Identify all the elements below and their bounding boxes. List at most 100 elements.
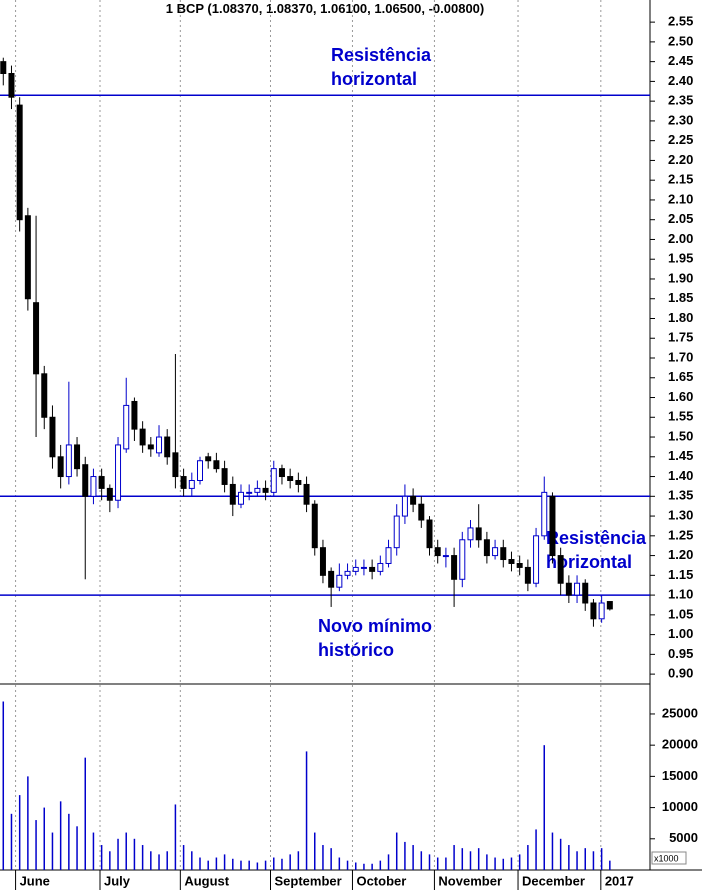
candle-body: [188, 479, 195, 489]
candle-body: [467, 527, 474, 541]
candle-body: [319, 547, 326, 576]
candle-body: [344, 570, 351, 576]
candle-body: [57, 456, 64, 478]
candle-body: [393, 515, 400, 549]
annotation: Novo mínimo: [318, 616, 432, 636]
volume-unit: x1000: [654, 853, 679, 863]
candle-body: [262, 487, 269, 493]
y-tick-label: 2.45: [668, 53, 693, 68]
y-tick-label: 1.95: [668, 251, 693, 266]
candle-body: [303, 483, 310, 505]
candle-body: [41, 373, 48, 418]
candle-body: [147, 444, 154, 450]
y-tick-label: 1.55: [668, 409, 693, 424]
y-tick-label: 2.55: [668, 14, 693, 29]
y-tick-label: 1.80: [668, 310, 693, 325]
candle-body: [385, 547, 392, 564]
candle-body: [49, 416, 56, 458]
candle-body: [156, 436, 163, 454]
candle-body: [278, 468, 285, 478]
y-tick-label: 1.90: [668, 270, 693, 285]
y-tick-label: 1.45: [668, 448, 693, 463]
candle-body: [377, 562, 384, 572]
candle-body: [123, 404, 130, 450]
candle-body: [516, 562, 523, 568]
annotation: horizontal: [331, 69, 417, 89]
candle-body: [508, 559, 515, 564]
y-tick-label: 1.75: [668, 330, 693, 345]
candle-body: [500, 547, 507, 561]
y2-tick-label: 5000: [669, 830, 698, 845]
candle-body: [598, 602, 605, 620]
y2-tick-label: 10000: [662, 799, 698, 814]
y-tick-label: 2.10: [668, 191, 693, 206]
y-tick-label: 1.35: [668, 488, 693, 503]
candle-body: [197, 460, 203, 481]
candle-body: [311, 503, 318, 549]
y-tick-label: 1.65: [668, 369, 693, 384]
candle-body: [65, 444, 72, 478]
candle-body: [369, 566, 376, 572]
candle-body: [434, 547, 441, 557]
annotation: Resistência: [331, 45, 432, 65]
candle-body: [524, 566, 531, 584]
candle-body: [606, 601, 613, 610]
y-tick-label: 0.95: [668, 646, 693, 661]
y-tick-label: 1.25: [668, 527, 693, 542]
annotation: Resistência: [546, 528, 647, 548]
y-tick-label: 1.40: [668, 468, 693, 483]
y-tick-label: 0.90: [668, 666, 693, 681]
unit-box: [651, 851, 687, 865]
y-tick-label: 1.00: [668, 626, 693, 641]
y-tick-label: 2.25: [668, 132, 693, 147]
candle-body: [0, 61, 7, 74]
candle-body: [33, 302, 40, 375]
y2-tick-label: 20000: [662, 737, 698, 752]
x-tick-label: June: [20, 873, 50, 888]
y-tick-label: 1.85: [668, 290, 693, 305]
y-tick-label: 2.50: [668, 33, 693, 48]
y-tick-label: 1.05: [668, 606, 693, 621]
y-tick-label: 2.40: [668, 73, 693, 88]
candle-body: [106, 487, 113, 501]
candle-body: [139, 428, 146, 446]
candle-body: [16, 104, 23, 221]
candle-body: [164, 436, 171, 458]
candle-body: [8, 72, 15, 98]
x-tick-label: July: [104, 873, 131, 888]
candle-body: [221, 468, 228, 485]
candle-body: [237, 491, 244, 505]
candle-body: [410, 495, 417, 505]
candle-body: [90, 476, 97, 497]
y-tick-label: 2.30: [668, 112, 693, 127]
candle-body: [74, 444, 81, 470]
annotation: horizontal: [546, 552, 632, 572]
candle-body: [270, 468, 277, 493]
candle-body: [418, 503, 425, 521]
candle-body: [287, 476, 294, 481]
y-tick-label: 2.05: [668, 211, 693, 226]
y-tick-label: 1.10: [668, 587, 693, 602]
y-tick-label: 2.00: [668, 231, 693, 246]
candle-body: [172, 452, 179, 478]
candle-body: [115, 444, 122, 501]
candle-body: [533, 535, 540, 584]
y-tick-label: 1.15: [668, 567, 693, 582]
x-tick-label: November: [438, 873, 502, 888]
candle-body: [98, 476, 105, 489]
candle-body: [590, 602, 597, 620]
candle-body: [565, 582, 572, 596]
y-tick-label: 1.30: [668, 507, 693, 522]
annotation: histórico: [318, 640, 394, 660]
x-tick-label: August: [184, 873, 229, 888]
x-tick-label: September: [274, 873, 341, 888]
y-tick-label: 1.70: [668, 349, 693, 364]
y-tick-label: 2.20: [668, 152, 693, 167]
candle-body: [82, 464, 89, 497]
candle-body: [442, 555, 449, 558]
y2-tick-label: 15000: [662, 768, 698, 783]
candle-body: [401, 495, 408, 517]
candle-body: [336, 574, 343, 588]
